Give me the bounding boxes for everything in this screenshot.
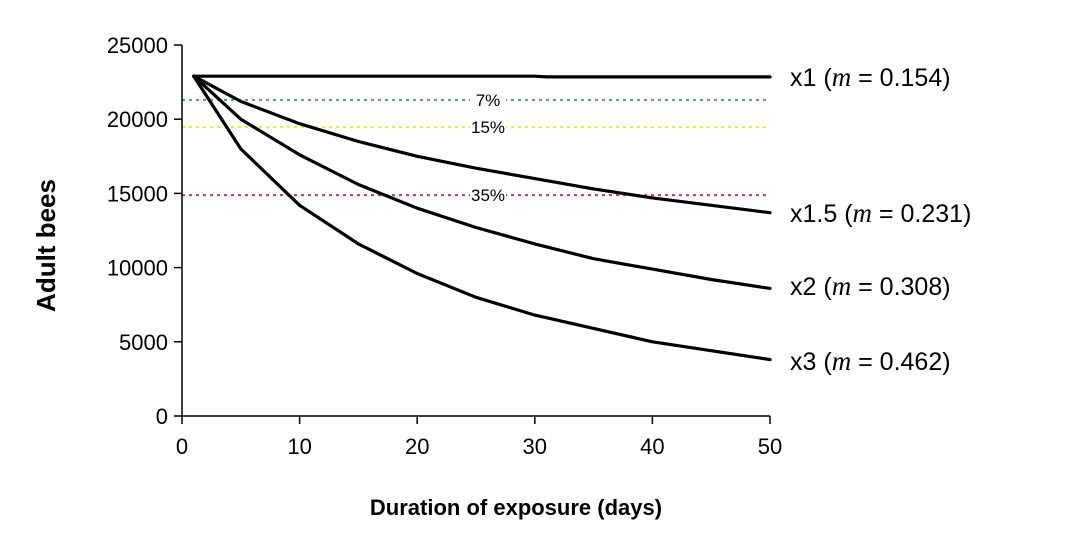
series-label-suffix: = 0.154) — [851, 64, 950, 92]
reference-label-2: 15% — [471, 118, 505, 137]
reference-label-bg-1 — [470, 90, 506, 109]
y-tick-label-5000: 5000 — [119, 330, 168, 355]
reference-label-bg-3 — [470, 186, 506, 205]
series-label-suffix: = 0.231) — [872, 200, 971, 228]
series-label-suffix: = 0.308) — [851, 273, 950, 301]
x-tick-label-0: 0 — [176, 434, 188, 459]
x-tick-label-10: 10 — [287, 434, 311, 459]
series-label-1: x1 (m = 0.154) — [790, 62, 951, 92]
reference-label-1: 7% — [476, 91, 501, 110]
series-label-suffix: = 0.462) — [851, 348, 950, 376]
y-tick-label-10000: 10000 — [107, 256, 168, 281]
x-tick-label-30: 30 — [523, 434, 547, 459]
series-label-variable: m — [832, 346, 852, 376]
series-label-variable: m — [832, 271, 852, 301]
y-axis-title: Adult bees — [31, 179, 61, 312]
series-label-variable: m — [832, 62, 852, 92]
series-line-3 — [192, 74, 772, 290]
x-axis-title: Duration of exposure (days) — [370, 495, 662, 520]
series-line-4 — [192, 74, 772, 362]
reference-label-3: 35% — [471, 186, 505, 205]
series-label-2: x1.5 (m = 0.231) — [790, 198, 971, 228]
x-tick-label-40: 40 — [640, 434, 664, 459]
y-tick-label-15000: 15000 — [107, 181, 168, 206]
series-line-2 — [192, 74, 772, 215]
series-line-1 — [192, 74, 772, 79]
series-label-3: x2 (m = 0.308) — [790, 271, 951, 301]
x-tick-label-50: 50 — [758, 434, 782, 459]
series-label-prefix: x1.5 ( — [790, 200, 853, 228]
y-tick-label-20000: 20000 — [107, 107, 168, 132]
series-label-4: x3 (m = 0.462) — [790, 346, 951, 376]
x-tick-label-20: 20 — [405, 434, 429, 459]
series-label-variable: m — [853, 198, 873, 228]
y-tick-label-25000: 25000 — [107, 33, 168, 58]
series-label-prefix: x3 ( — [790, 348, 832, 376]
series-label-prefix: x2 ( — [790, 273, 832, 301]
series-label-prefix: x1 ( — [790, 64, 832, 92]
reference-label-bg-2 — [470, 118, 506, 137]
y-tick-label-0: 0 — [156, 404, 168, 429]
